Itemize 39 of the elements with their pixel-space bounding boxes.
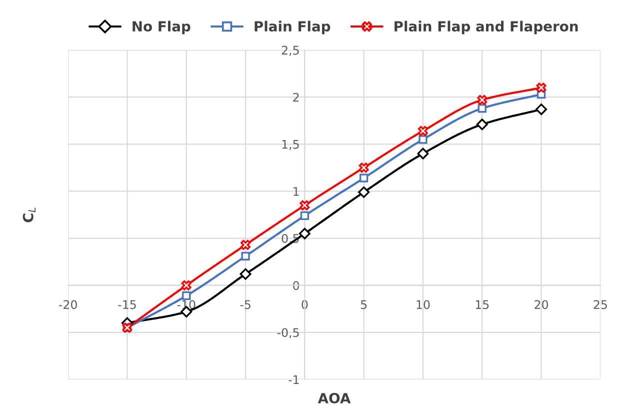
point bbox=[241, 252, 250, 260]
point bbox=[417, 148, 429, 160]
point bbox=[240, 268, 252, 280]
point bbox=[476, 118, 488, 130]
legend-label: Plain Flap and Flaperon bbox=[394, 20, 578, 34]
point bbox=[182, 291, 191, 300]
y-tick-label: 2,5 bbox=[282, 46, 299, 56]
point bbox=[300, 211, 309, 220]
x-tick-label: -5 bbox=[240, 300, 250, 310]
point bbox=[360, 174, 368, 182]
point bbox=[536, 104, 548, 116]
point bbox=[298, 228, 310, 240]
y-tick-label: 2 bbox=[293, 92, 299, 102]
point bbox=[418, 135, 428, 144]
point bbox=[181, 280, 192, 290]
y-tick-label: -0,5 bbox=[277, 328, 299, 338]
legend-label: No Flap bbox=[132, 20, 190, 34]
point bbox=[418, 126, 428, 136]
point bbox=[536, 82, 546, 93]
x-tick-label: 25 bbox=[594, 300, 607, 310]
y-tick-label: 1,5 bbox=[282, 140, 299, 150]
point bbox=[358, 186, 370, 198]
x-axis-title: AOA bbox=[318, 392, 351, 404]
y-axis-title: C$_{L}$ bbox=[22, 208, 36, 222]
x-tick-label: 15 bbox=[476, 300, 489, 310]
point bbox=[300, 200, 310, 210]
x-tick-label: 0 bbox=[302, 300, 308, 310]
x-tick-label: 5 bbox=[360, 300, 367, 310]
y-tick-label: 1 bbox=[294, 187, 299, 196]
x-tick-label: 10 bbox=[416, 300, 430, 310]
x-tick-label: -15 bbox=[118, 300, 136, 310]
point bbox=[358, 162, 369, 173]
x-tick-label: 20 bbox=[534, 300, 548, 310]
point bbox=[478, 104, 486, 113]
x-tick-label: -20 bbox=[59, 300, 77, 310]
point bbox=[477, 94, 488, 105]
y-tick-label: -1 bbox=[288, 375, 299, 384]
legend-label: Plain Flap bbox=[254, 20, 330, 34]
point bbox=[240, 240, 251, 250]
